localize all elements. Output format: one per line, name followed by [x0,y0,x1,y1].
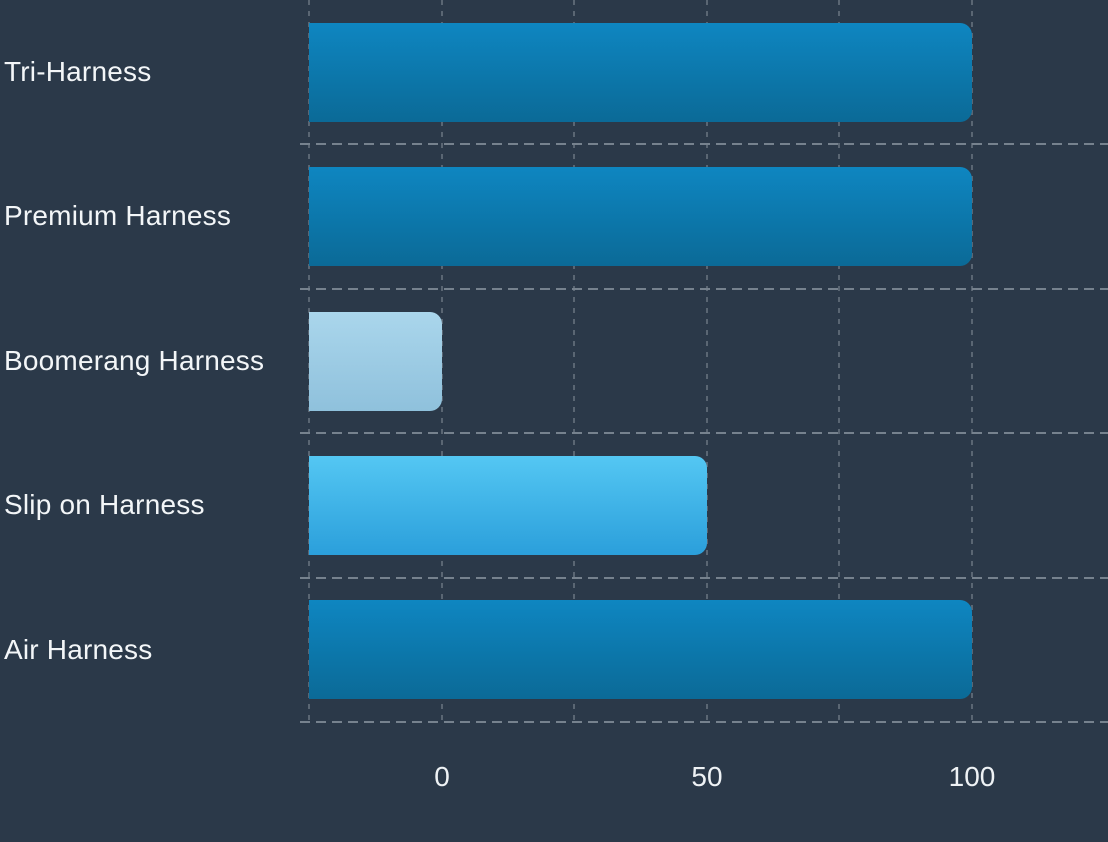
vertical-gridline-75 [838,0,840,722]
plot-area [300,0,1108,723]
category-label-tri-harness: Tri-Harness [4,56,152,88]
bar-premium-harness[interactable] [309,167,972,266]
bar-boomerang-harness[interactable] [309,312,442,411]
vertical-gridline-50 [705,0,708,722]
category-label-slip-on-harness: Slip on Harness [4,489,205,521]
category-label-premium-harness: Premium Harness [4,200,232,232]
horizontal-gridline-4 [300,577,1108,579]
x-tick-label-100: 100 [948,761,996,792]
x-tick-label-0: 0 [434,761,450,792]
bar-air-harness[interactable] [309,600,972,699]
category-label-air-harness: Air Harness [4,634,153,666]
vertical-gridline-25 [573,0,575,722]
horizontal-gridline-3 [300,432,1108,434]
bar-tri-harness[interactable] [309,23,972,122]
category-label-boomerang-harness: Boomerang Harness [4,345,265,377]
vertical-gridline-100 [970,0,973,722]
horizontal-gridline-5 [300,721,1108,723]
horizontal-gridline-2 [300,288,1108,290]
horizontal-gridline-1 [300,143,1108,145]
bar-slip-on-harness[interactable] [309,456,707,555]
x-tick-label-50: 50 [691,761,723,792]
